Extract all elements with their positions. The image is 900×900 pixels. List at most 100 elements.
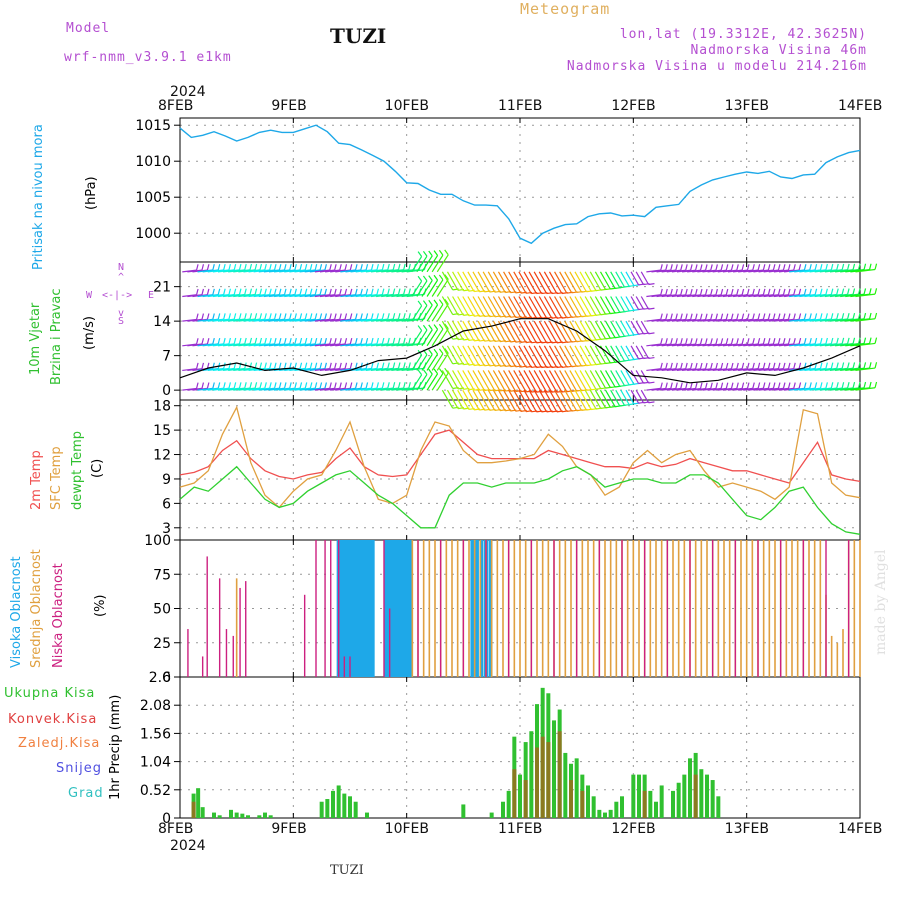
wind-barb-feather — [699, 313, 703, 320]
wind-barb — [610, 320, 621, 338]
total-precip-bar — [597, 809, 602, 818]
wind-barb — [671, 343, 686, 347]
wind-barb — [523, 370, 537, 393]
mid-cloud-bar — [479, 540, 482, 677]
wind-barb — [671, 294, 686, 298]
altitude-text: Nadmorska Visina 46m — [690, 43, 867, 58]
wind-barb-feather — [195, 382, 199, 389]
high-cloud-bar — [367, 540, 372, 677]
wind-barb — [620, 389, 630, 405]
wind-barb-feather — [289, 313, 292, 320]
wind-barb-feather — [334, 362, 337, 369]
wind-barb-feather — [433, 299, 439, 306]
wind-barb — [554, 271, 568, 294]
wind-barb-feather — [836, 288, 839, 295]
wind-barb — [503, 345, 517, 368]
wind-barb — [640, 320, 650, 335]
total-precip-bar — [563, 752, 568, 818]
wind-barb-feather — [648, 332, 655, 335]
wind-barb — [335, 387, 351, 391]
wind-barb — [238, 269, 256, 273]
wind-barb — [748, 387, 764, 391]
wind-barb — [605, 271, 616, 289]
mid-cloud-bar — [632, 540, 635, 677]
wind-barb-feather — [809, 382, 812, 389]
conv-precip-bar — [540, 736, 545, 818]
wind-barb-feather — [830, 382, 834, 389]
wind-speed-line — [179, 318, 861, 384]
wind-barb — [416, 255, 428, 273]
wind-barb — [401, 343, 420, 347]
wind-barb — [589, 345, 602, 365]
wind-barb-feather — [736, 362, 739, 369]
wind-barb-feather — [648, 307, 655, 310]
wind-barb — [207, 343, 224, 347]
wind-barb-feather — [767, 288, 771, 295]
wind-barb-feather — [438, 274, 444, 281]
wind-barb-feather — [433, 348, 439, 355]
wind-barb-feather — [830, 313, 834, 320]
model-name: wrf-nmm_v3.9.1 e1km — [64, 50, 232, 65]
wind-barb-feather — [841, 382, 845, 389]
wind-barb-feather — [278, 264, 282, 271]
conv-precip-bar — [580, 790, 585, 818]
wind-barb — [814, 318, 832, 322]
mid-cloud-bar — [411, 540, 414, 677]
wind-barb-feather — [354, 382, 358, 389]
wind-barb — [834, 318, 854, 322]
wind-barb — [263, 318, 280, 322]
wind-barb — [605, 370, 616, 388]
wind-barb — [666, 294, 681, 298]
wind-barb-feather — [782, 288, 786, 295]
wind-barb — [661, 318, 676, 322]
wind-barb-feather — [730, 313, 734, 320]
wind-barb-feather — [254, 288, 258, 295]
wind-barb-feather — [868, 263, 872, 270]
wind-barb-feather — [283, 313, 287, 320]
ytick-label: 100 — [144, 533, 171, 549]
wind-barb — [477, 370, 491, 391]
wind-barb — [441, 389, 454, 409]
wind-barb — [651, 269, 666, 273]
wind-barb-feather — [819, 313, 823, 320]
wind-barb-feather — [715, 288, 718, 296]
wind-barb — [671, 368, 686, 372]
wind-barb — [396, 387, 415, 391]
wind-barb — [202, 387, 219, 391]
wind-barb — [599, 320, 611, 339]
wind-barb — [625, 320, 635, 336]
high-cloud-bar — [397, 540, 402, 677]
wind-barb — [599, 389, 611, 408]
wind-barb — [289, 269, 306, 273]
high-cloud-bar — [479, 540, 484, 677]
total-precip-bar — [688, 758, 692, 818]
total-precip-bar — [353, 801, 358, 818]
wind-barb-feather — [736, 338, 739, 345]
legend-hail: Grad — [68, 786, 104, 801]
wind-barb — [279, 318, 295, 322]
wind-barb-feather — [370, 313, 374, 320]
wind-barb — [697, 294, 711, 298]
wind-barb — [594, 370, 607, 389]
wind-barb — [814, 269, 832, 273]
wind-barb — [799, 387, 816, 391]
wind-barb — [187, 294, 203, 298]
wind-barb — [743, 387, 759, 391]
wind-barb-feather — [830, 337, 834, 344]
conv-precip-bar — [569, 780, 573, 818]
wind-barb-feather — [381, 288, 385, 295]
wind-barb-feather — [798, 338, 802, 345]
wind-barb-feather — [772, 288, 776, 295]
low-cloud-bar — [349, 656, 351, 677]
wind-barb-feather — [736, 313, 739, 320]
wind-barb — [381, 343, 399, 347]
wind-barb — [753, 294, 769, 298]
wind-barb — [671, 269, 686, 273]
wind-barb-feather — [782, 338, 786, 345]
wind-barb — [753, 269, 769, 273]
legend-freezing-rain: Zaledj.Kisa — [18, 736, 101, 751]
wind-barb-feather — [777, 313, 781, 320]
wind-barb — [370, 293, 388, 298]
wind-barb-feather — [304, 382, 308, 389]
